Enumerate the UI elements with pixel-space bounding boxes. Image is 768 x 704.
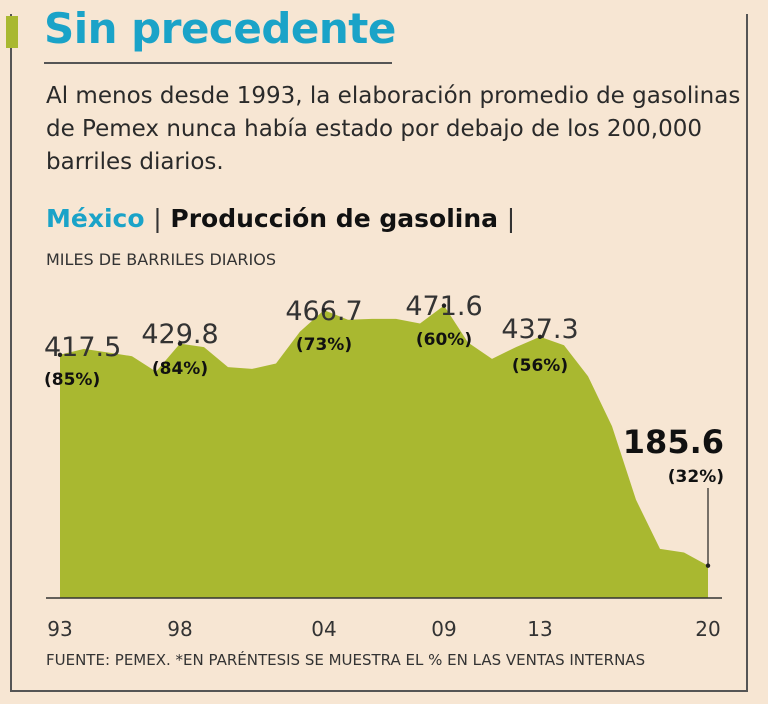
x-tick-label: 98 xyxy=(167,617,192,641)
data-label-percent: (85%) xyxy=(44,370,100,390)
chart-title: Producción de gasolina xyxy=(170,204,498,233)
label-point-marker xyxy=(705,563,711,568)
title-accent-bar xyxy=(6,16,18,48)
x-tick-label: 13 xyxy=(527,617,552,641)
data-label-percent: (32%) xyxy=(668,467,724,487)
x-tick-label: 09 xyxy=(431,617,456,641)
label-point-marker xyxy=(321,307,327,313)
data-label-value: 437.3 xyxy=(501,314,578,345)
label-point-marker xyxy=(441,303,447,308)
data-label-percent: (56%) xyxy=(512,356,568,376)
chart-separator-end: | xyxy=(506,204,516,233)
page-title: Sin precedente xyxy=(44,4,396,53)
data-label-percent: (84%) xyxy=(152,359,208,379)
intro-text: Al menos desde 1993, la elaboración prom… xyxy=(46,83,741,175)
data-label-value: 185.6 xyxy=(623,423,724,461)
data-label-value: 417.5 xyxy=(44,332,121,363)
title-underline xyxy=(44,62,392,64)
x-tick-label: 93 xyxy=(47,617,72,641)
chart-heading: México | Producción de gasolina | xyxy=(46,204,515,233)
unit-label: MILES DE BARRILES DIARIOS xyxy=(46,250,277,269)
production-area xyxy=(60,305,708,598)
data-label-percent: (60%) xyxy=(416,330,472,350)
source-note: FUENTE: PEMEX. *EN PARÉNTESIS SE MUESTRA… xyxy=(46,651,646,669)
x-tick-label: 20 xyxy=(695,617,720,641)
x-tick-label: 04 xyxy=(311,617,336,641)
label-point-marker xyxy=(57,352,63,358)
chart-separator: | xyxy=(153,204,162,233)
chart-country: México xyxy=(46,204,145,233)
data-label-percent: (73%) xyxy=(296,335,352,355)
label-point-marker xyxy=(177,341,183,346)
label-point-marker xyxy=(537,334,543,340)
infographic-frame xyxy=(10,14,748,692)
